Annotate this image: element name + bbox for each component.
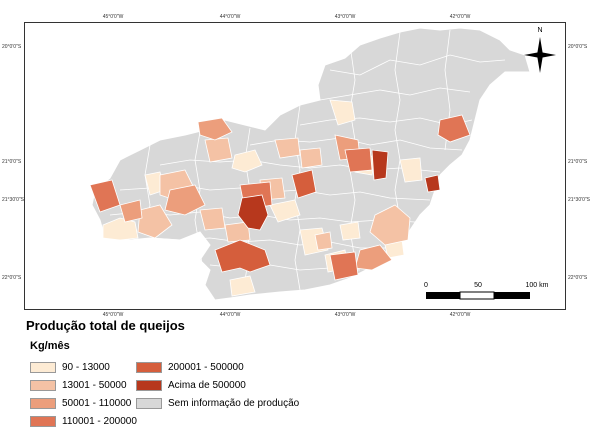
north-label: N — [537, 27, 543, 34]
legend-item: 13001 - 50000 — [30, 380, 127, 391]
coord-label-left: 21°30'0"S — [2, 197, 24, 203]
coord-label-right: 20°0'0"S — [568, 44, 588, 50]
municipality-class1 — [399, 157, 423, 183]
legend-swatch — [30, 362, 56, 373]
coord-label-right: 22°0'0"S — [568, 275, 588, 281]
municipality-class2 — [224, 221, 251, 243]
municipality-class5 — [214, 239, 271, 273]
legend-label: Sem informação de produção — [168, 398, 300, 409]
municipality-class2 — [137, 204, 173, 239]
municipality-class1 — [229, 275, 256, 297]
municipality-class5 — [291, 169, 317, 199]
municipality-class4 — [329, 251, 359, 281]
municipality-class1 — [231, 149, 263, 173]
legend-item: 110001 - 200000 — [30, 416, 137, 427]
municipality-class2 — [204, 137, 233, 163]
coord-label-bottom: 45°0'0"W — [102, 312, 124, 318]
legend-label: 110001 - 200000 — [62, 416, 137, 427]
coord-label-bottom: 44°0'0"W — [219, 312, 241, 318]
legend-item: 50001 - 110000 — [30, 398, 131, 409]
legend-label: 90 - 13000 — [62, 362, 110, 373]
legend-swatch — [30, 380, 56, 391]
municipality-class1 — [102, 217, 139, 241]
legend-label: 50001 - 110000 — [62, 398, 132, 409]
municipality-class2 — [369, 204, 411, 246]
coord-label-right: 21°30'0"S — [568, 197, 590, 203]
municipality-class2 — [299, 147, 323, 169]
scale-label: 100 km — [525, 282, 549, 289]
legend-item: 90 - 13000 — [30, 362, 110, 373]
municipality-class1 — [329, 99, 356, 126]
legend-swatch — [30, 398, 56, 409]
legend-label: 13001 - 50000 — [62, 380, 127, 391]
coord-label-right: 21°0'0"S — [568, 159, 588, 165]
classified-municipalities — [89, 99, 471, 297]
north-arrow-icon — [524, 37, 556, 73]
scale-bar — [426, 291, 530, 300]
municipality-class4 — [344, 147, 373, 173]
legend-item: 200001 - 500000 — [136, 362, 244, 373]
legend-swatch — [30, 416, 56, 427]
municipality-class4 — [89, 179, 121, 213]
municipality-class3 — [119, 199, 143, 223]
coord-label-left: 20°0'0"S — [2, 44, 22, 50]
municipality-class4 — [437, 114, 471, 143]
municipality-class6 — [424, 174, 441, 193]
legend-label: Acima de 500000 — [168, 380, 246, 391]
municipality-class6 — [371, 149, 389, 181]
coord-label-left: 21°0'0"S — [2, 159, 22, 165]
municipality-class2 — [274, 137, 301, 159]
coord-label-bottom: 43°0'0"W — [334, 312, 356, 318]
coord-label-top: 45°0'0"W — [102, 14, 124, 20]
scale-label: 50 — [474, 282, 482, 289]
municipality-class6 — [237, 194, 269, 231]
municipality-class3 — [164, 184, 206, 216]
legend-item: Acima de 500000 — [136, 380, 246, 391]
legend-swatch — [136, 398, 162, 409]
legend-subtitle: Kg/mês — [30, 340, 70, 352]
municipality-class3 — [197, 117, 233, 141]
municipality-class2 — [199, 207, 226, 231]
coord-label-top: 43°0'0"W — [334, 14, 356, 20]
scale-label: 0 — [424, 282, 428, 289]
legend-item: Sem informação de produção — [136, 398, 299, 409]
legend-swatch — [136, 380, 162, 391]
coord-label-left: 22°0'0"S — [2, 275, 22, 281]
municipality-class1 — [339, 221, 361, 241]
coord-label-bottom: 42°0'0"W — [449, 312, 471, 318]
coord-label-top: 42°0'0"W — [449, 14, 471, 20]
legend-swatch — [136, 362, 162, 373]
legend-label: 200001 - 500000 — [168, 362, 244, 373]
municipality-class2 — [314, 231, 333, 251]
legend-title: Produção total de queijos — [26, 318, 185, 333]
municipality-class1 — [269, 199, 301, 223]
coord-label-top: 44°0'0"W — [219, 14, 241, 20]
